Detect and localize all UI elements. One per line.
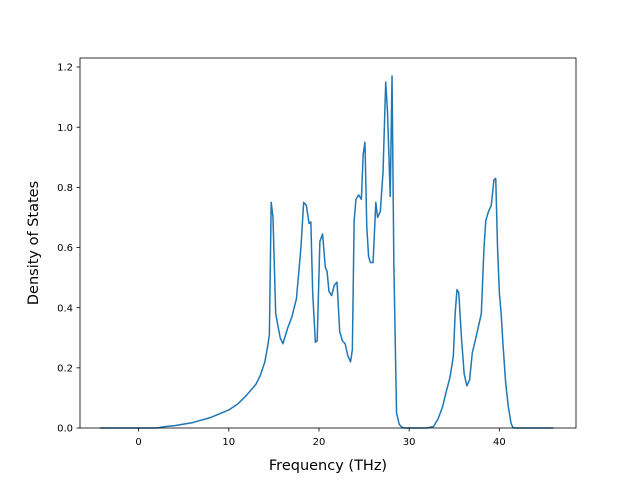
x-axis-label: Frequency (THz) [269, 458, 387, 474]
y-tick-label: 0.8 [57, 183, 73, 194]
x-tick-label: 20 [313, 437, 326, 448]
x-axis-ticks: 0 10 20 30 40 [135, 428, 506, 448]
x-tick-label: 30 [403, 437, 416, 448]
y-tick-label: 0.0 [57, 424, 73, 435]
axes-frame [79, 57, 577, 429]
y-tick-label: 1.2 [57, 63, 73, 74]
dos-series-line-0 [99, 75, 554, 429]
y-tick-label: 1.0 [57, 123, 73, 134]
y-tick-label: 0.4 [57, 303, 73, 314]
y-axis-ticks: 0.0 0.2 0.4 0.6 0.8 1.0 1.2 [57, 63, 80, 435]
plot-area [99, 75, 554, 429]
y-axis-label: Density of States [26, 181, 42, 305]
x-tick-label: 0 [135, 437, 141, 448]
x-tick-label: 40 [493, 437, 506, 448]
y-tick-label: 0.6 [57, 243, 73, 254]
x-tick-label: 10 [222, 437, 235, 448]
y-tick-label: 0.2 [57, 363, 73, 374]
